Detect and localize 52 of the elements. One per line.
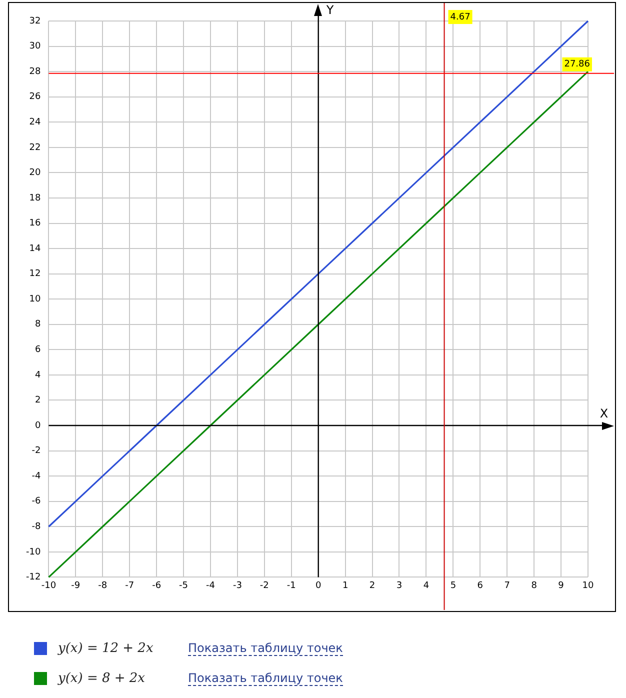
y-tick-label: 22 bbox=[29, 142, 41, 153]
x-tick-label: 7 bbox=[504, 580, 510, 591]
y-tick-label: 32 bbox=[29, 16, 41, 26]
x-tick-label: -4 bbox=[206, 580, 216, 591]
x-tick-label: 2 bbox=[369, 580, 376, 591]
x-tick-label: -5 bbox=[179, 580, 188, 591]
x-axis-title: X bbox=[600, 406, 608, 421]
y-tick-label: 12 bbox=[29, 269, 41, 280]
x-tick-label: -7 bbox=[125, 580, 134, 591]
x-tick-label: 9 bbox=[558, 580, 564, 591]
x-tick-label: -3 bbox=[232, 580, 242, 591]
y-tick-label: 2 bbox=[34, 396, 41, 406]
y-tick-label: 18 bbox=[29, 193, 41, 204]
x-tick-label: 1 bbox=[342, 580, 348, 591]
x-tick-label: -10 bbox=[41, 580, 56, 591]
y-tick-label: 24 bbox=[29, 117, 41, 128]
y-tick-label: 26 bbox=[29, 92, 41, 102]
y-tick-label: 16 bbox=[29, 218, 41, 229]
ref-line-label: 4.67 bbox=[450, 12, 470, 22]
y-tick-label: 30 bbox=[29, 42, 41, 52]
y-tick-label: -8 bbox=[32, 522, 41, 532]
y-tick-label: 14 bbox=[29, 244, 41, 254]
text: Показать таблицу точек bbox=[188, 640, 343, 656]
y-tick-label: 0 bbox=[34, 420, 41, 431]
x-tick-label: 4 bbox=[423, 580, 430, 591]
x-tick-label: 6 bbox=[477, 580, 484, 591]
legend-label: y(x) = 12 + 2x bbox=[58, 640, 154, 656]
x-tick-label: -2 bbox=[260, 580, 269, 591]
y-tick-label: 20 bbox=[29, 168, 41, 178]
y-tick-label: 4 bbox=[34, 370, 41, 380]
x-tick-label: -8 bbox=[98, 580, 108, 591]
y-tick-label: -6 bbox=[32, 496, 41, 507]
y-tick-label: -2 bbox=[32, 446, 41, 456]
y-tick-label: -12 bbox=[26, 572, 41, 583]
x-tick-label: 10 bbox=[582, 580, 594, 591]
y-tick-label: 28 bbox=[29, 66, 41, 77]
y-tick-label: 6 bbox=[34, 345, 41, 356]
y-tick-label: -4 bbox=[32, 471, 41, 482]
x-tick-label: -9 bbox=[71, 580, 80, 591]
x-tick-label: 3 bbox=[396, 580, 402, 591]
x-tick-label: 0 bbox=[315, 580, 322, 591]
x-tick-label: -6 bbox=[152, 580, 162, 591]
y-axis-title: Y bbox=[325, 3, 334, 17]
x-tick-label: 8 bbox=[531, 580, 538, 591]
y-tick-label: 10 bbox=[29, 294, 41, 304]
y-tick-label: 8 bbox=[34, 320, 41, 330]
legend-label: y(x) = 8 + 2x bbox=[58, 670, 146, 686]
x-tick-label: -1 bbox=[286, 580, 296, 591]
x-tick-label: 5 bbox=[450, 580, 456, 591]
text: Показать таблицу точек bbox=[188, 670, 343, 686]
ref-line-label: 27.86 bbox=[564, 60, 590, 70]
y-tick-label: -10 bbox=[26, 547, 41, 558]
